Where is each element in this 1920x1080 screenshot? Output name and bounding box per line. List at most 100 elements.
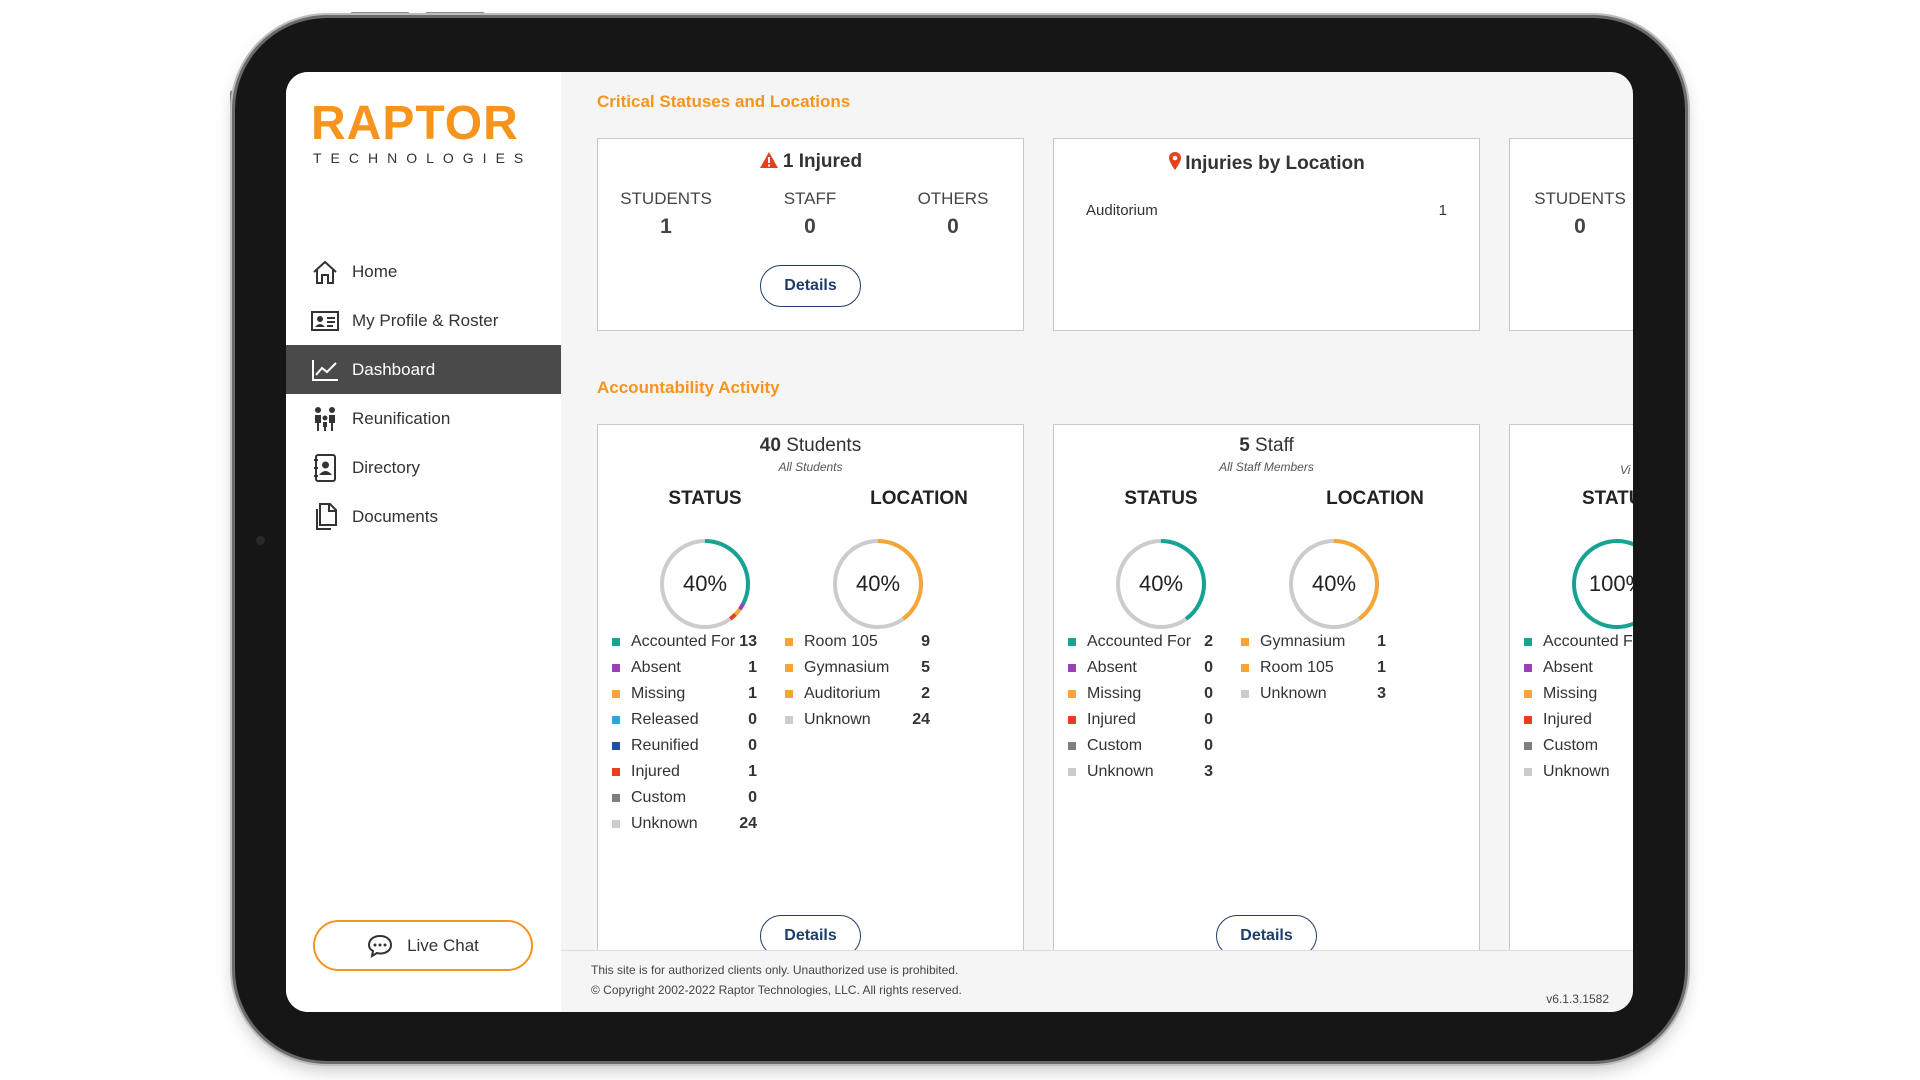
legend-label: Room 105 xyxy=(804,633,878,650)
sidebar-item-dashboard[interactable]: Dashboard xyxy=(286,345,561,394)
sidebar-item-documents[interactable]: Documents xyxy=(286,492,561,541)
legend-count: 1 xyxy=(748,659,757,676)
legend-label: Injured xyxy=(1543,711,1592,728)
legend-row[interactable]: Reunified 0 xyxy=(612,733,757,759)
status-donut-chart[interactable] xyxy=(657,536,753,632)
profile-card-icon xyxy=(310,306,340,336)
chart-line-icon xyxy=(310,355,340,385)
legend-row[interactable]: Gymnasium 1 xyxy=(1241,629,1386,655)
raptor-logo[interactable]: RAPTOR TECHNOLOGIES xyxy=(311,97,532,167)
legend-row[interactable]: Gymnasium 5 xyxy=(785,655,930,681)
legend-count: 1 xyxy=(1377,633,1386,650)
legend-swatch xyxy=(1241,690,1249,698)
legend-row[interactable]: Injured xyxy=(1524,707,1633,733)
legend-row[interactable]: Unknown 24 xyxy=(785,707,930,733)
sidebar-item-home[interactable]: Home xyxy=(286,247,561,296)
legend-row[interactable]: Missing 1 xyxy=(612,681,757,707)
legend-count: 24 xyxy=(912,711,930,728)
sidebar: RAPTOR TECHNOLOGIES Home My Profile & Ro… xyxy=(286,72,561,1012)
legend-row[interactable]: Room 105 9 xyxy=(785,629,930,655)
live-chat-button[interactable]: Live Chat xyxy=(313,920,533,971)
legend-row[interactable]: Injured 1 xyxy=(612,759,757,785)
app-screen: RAPTOR TECHNOLOGIES Home My Profile & Ro… xyxy=(286,72,1633,1012)
injuries-by-location-card: Injuries by Location Auditorium 1 xyxy=(1053,138,1480,331)
footer-notice: This site is for authorized clients only… xyxy=(591,963,959,977)
staff-accountability-card: 5 Staff All Staff Members STATUS LOCATIO… xyxy=(1053,424,1480,984)
legend-row[interactable]: Absent xyxy=(1524,655,1633,681)
location-legend: Gymnasium 1 Room 105 1 Unknown 3 xyxy=(1241,629,1386,707)
sidebar-item-label: Home xyxy=(352,261,398,281)
injured-details-button[interactable]: Details xyxy=(760,265,861,307)
legend-swatch xyxy=(1524,768,1532,776)
injured-title-text: 1 Injured xyxy=(782,151,863,172)
legend-swatch xyxy=(1068,768,1076,776)
legend-swatch xyxy=(1068,638,1076,646)
legend-row[interactable]: Custom 0 xyxy=(612,785,757,811)
logo-wordmark: RAPTOR xyxy=(311,97,519,150)
legend-row[interactable]: Unknown 24 xyxy=(612,811,757,837)
chat-bubble-icon xyxy=(368,934,393,958)
legend-label: Unknown xyxy=(804,711,871,728)
legend-swatch xyxy=(785,664,793,672)
legend-row[interactable]: Room 105 1 xyxy=(1241,655,1386,681)
sidebar-item-profile[interactable]: My Profile & Roster xyxy=(286,296,561,345)
location-title-text: Injuries by Location xyxy=(1185,153,1365,174)
legend-count: 0 xyxy=(1204,711,1213,728)
legend-row[interactable]: Injured 0 xyxy=(1068,707,1213,733)
legend-row[interactable]: Custom xyxy=(1524,733,1633,759)
location-row[interactable]: Auditorium 1 xyxy=(1086,202,1447,219)
legend-label: Custom xyxy=(1087,737,1143,754)
status-legend: Accounted For 2 Absent 0 Missing 0 Injured 0 Cus… xyxy=(1068,629,1213,785)
legend-row[interactable]: Accounted For 13 xyxy=(612,629,757,655)
app-version: v6.1.3.1582 xyxy=(1546,992,1609,1006)
live-chat-label: Live Chat xyxy=(407,935,479,955)
legend-swatch xyxy=(1068,664,1076,672)
legend-label: Missing xyxy=(631,685,686,702)
legend-label: Absent xyxy=(631,659,681,676)
sidebar-item-label: Reunification xyxy=(352,408,451,428)
main-content: Critical Statuses and Locations 1 Injure… xyxy=(561,72,1633,1012)
status-legend: Accounted For 13 Absent 1 Missing 1 Released 0 R… xyxy=(612,629,757,837)
location-donut-chart[interactable] xyxy=(830,536,926,632)
legend-row[interactable]: Accounted For xyxy=(1524,629,1633,655)
legend-label: Absent xyxy=(1543,659,1593,676)
legend-row[interactable]: Accounted For 2 xyxy=(1068,629,1213,655)
legend-row[interactable]: Missing 0 xyxy=(1068,681,1213,707)
legend-row[interactable]: Missing xyxy=(1524,681,1633,707)
injured-card: 1 Injured STUDENTS 1 STAFF 0 OTHERS 0 De… xyxy=(597,138,1024,331)
legend-count: 2 xyxy=(1204,633,1213,650)
legend-row[interactable]: Auditorium 2 xyxy=(785,681,930,707)
legend-row[interactable]: Unknown 3 xyxy=(1068,759,1213,785)
legend-row[interactable]: Absent 1 xyxy=(612,655,757,681)
stat-value: 0 xyxy=(1574,215,1586,238)
legend-row[interactable]: Absent 0 xyxy=(1068,655,1213,681)
legend-swatch xyxy=(612,690,620,698)
legend-row[interactable]: Unknown xyxy=(1524,759,1633,785)
legend-count: 9 xyxy=(921,633,930,650)
sidebar-item-reunification[interactable]: Reunification xyxy=(286,394,561,443)
legend-row[interactable]: Unknown 3 xyxy=(1241,681,1386,707)
location-donut-chart[interactable] xyxy=(1286,536,1382,632)
legend-count: 0 xyxy=(1204,737,1213,754)
status-donut-chart[interactable] xyxy=(1113,536,1209,632)
camera xyxy=(256,536,265,545)
legend-swatch xyxy=(612,820,620,828)
legend-swatch xyxy=(1524,742,1532,750)
legend-row[interactable]: Custom 0 xyxy=(1068,733,1213,759)
students-title-suffix: Students xyxy=(780,435,862,456)
legend-label: Unknown xyxy=(1087,763,1154,780)
legend-label: Released xyxy=(631,711,699,728)
legend-count: 2 xyxy=(921,685,930,702)
legend-swatch xyxy=(612,742,620,750)
status-heading: STATU xyxy=(1582,488,1633,509)
sidebar-item-label: Dashboard xyxy=(352,359,436,379)
sidebar-item-directory[interactable]: Directory xyxy=(286,443,561,492)
status-donut-chart[interactable] xyxy=(1569,536,1633,632)
legend-row[interactable]: Released 0 xyxy=(612,707,757,733)
legend-swatch xyxy=(612,664,620,672)
legend-swatch xyxy=(612,638,620,646)
legend-swatch xyxy=(1524,664,1532,672)
stat-label: STUDENTS xyxy=(1534,189,1626,208)
legend-count: 0 xyxy=(1204,659,1213,676)
status-legend: Accounted For Absent Missing Injured Custom U… xyxy=(1524,629,1633,785)
